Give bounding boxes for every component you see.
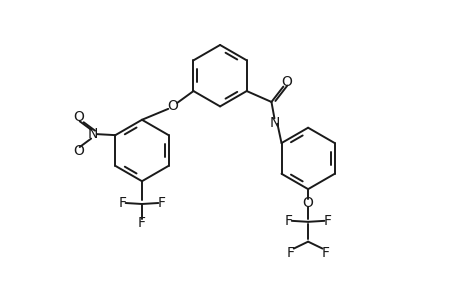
Text: F: F — [286, 245, 294, 260]
Text: O: O — [73, 110, 84, 124]
Text: F: F — [157, 196, 165, 210]
Text: F: F — [321, 245, 329, 260]
Text: O: O — [167, 99, 178, 113]
Text: F: F — [138, 216, 146, 230]
Text: F: F — [323, 214, 331, 228]
Text: N: N — [269, 116, 279, 130]
Text: O: O — [73, 145, 84, 158]
Text: N: N — [88, 127, 98, 141]
Text: O: O — [302, 196, 313, 210]
Text: F: F — [118, 196, 126, 210]
Text: F: F — [284, 214, 291, 228]
Text: O: O — [280, 75, 291, 89]
